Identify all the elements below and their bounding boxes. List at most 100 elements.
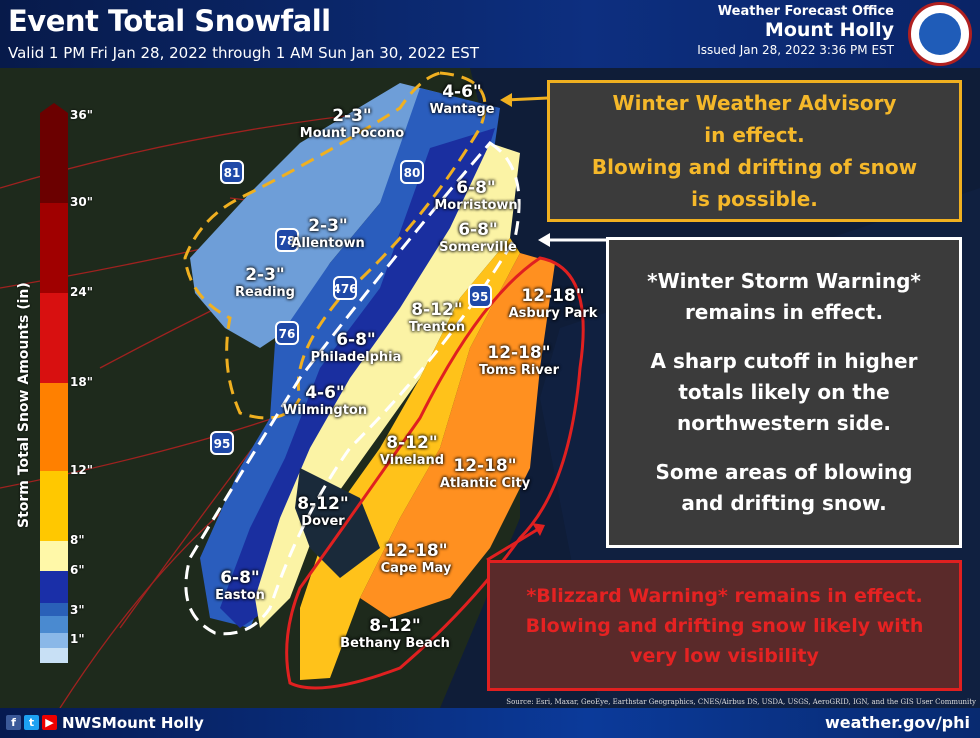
amount: 4-6" [442,82,482,102]
social-icons: f t ▶ [6,715,57,730]
snow-amount-label: 6-8" Philadelphia [311,330,402,365]
zone-8-12 [300,238,520,680]
city-name: Allentown [291,236,365,251]
map-source: Source: Esri, Maxar, GeoEye, Earthstar G… [506,698,976,706]
legend-band [40,203,68,293]
callout-line: very low visibility [630,644,819,667]
amount: 6-8" [456,178,496,198]
legend-tick: 12" [70,463,93,477]
callout-line: *Winter Storm Warning* [647,269,921,293]
amount: 8-12" [411,300,463,320]
city-name: Dover [301,514,345,529]
snow-amount-label: 2-3" Mount Pocono [300,106,404,141]
interstate-shield [220,160,244,184]
social-handle[interactable]: NWSMount Holly [62,714,204,732]
zone-2-3 [190,83,440,348]
legend-band [40,113,68,203]
blizzard-warning-callout: *Blizzard Warning* remains in effect. Bl… [487,560,962,691]
interstate-number: 95 [214,437,231,451]
legend-band [40,571,68,603]
legend-tick: 30" [70,195,93,209]
interstate-shield [210,431,234,455]
zone-12-18 [360,253,555,618]
legend-tick: 8" [70,533,85,547]
amount: 6-8" [220,568,260,588]
interstate-shield [275,321,299,345]
interstate-number: 76 [279,327,296,341]
advisory-callout: Winter Weather Advisory in effect. Blowi… [547,80,962,222]
highway-shields: 81 78 80 476 76 95 95 [210,160,492,455]
callout-line: Some areas of blowing [655,460,913,484]
page-title: Event Total Snowfall [8,4,331,38]
city-name: Philadelphia [310,350,402,365]
city-name: Morristown [434,198,518,213]
interstate-number: 78 [279,234,296,248]
amount: 2-3" [308,216,348,236]
facebook-icon[interactable]: f [6,715,21,730]
city-name: Reading [235,285,295,300]
legend-tick: 36" [70,108,93,122]
interstate-shield [275,228,299,252]
snow-amount-label: 6-8" Somerville [439,220,517,255]
callout-line: totals likely on the [678,380,890,404]
legend-arrow [40,103,68,113]
callout-line: *Blizzard Warning* remains in effect. [526,584,923,607]
amount: 12-18" [384,541,448,561]
city-name: Atlantic City [439,476,531,491]
legend-band [40,603,68,616]
snow-amount-label: 2-3" Allentown [291,216,364,251]
snow-amount-label: 4-6" Wantage [429,82,494,117]
legend-band [40,383,68,471]
snow-amount-label: 8-12" Bethany Beach [340,616,450,651]
city-name: Cape May [380,561,452,576]
amount: 4-6" [305,383,345,403]
amount: 2-3" [332,106,372,126]
amount: 6-8" [458,220,498,240]
snow-amount-label: 4-6" Wilmington [283,383,367,418]
storm-warning-callout: *Winter Storm Warning* remains in effect… [606,237,962,548]
amount: 6-8" [336,330,376,350]
amount: 8-12" [297,494,349,514]
twitter-icon[interactable]: t [24,715,39,730]
legend-tick: 24" [70,285,93,299]
callout-line: northwestern side. [676,411,891,435]
blizzard-outline [285,256,585,690]
callout-line: Winter Weather Advisory [612,91,897,115]
callout-line: in effect. [704,123,805,147]
snow-amount-label: 8-12" Vineland [380,433,444,468]
callout-line: and drifting snow. [681,491,887,515]
snow-amount-label: 2-3" Reading [235,265,295,300]
legend-band [40,633,68,648]
legend-colorbar [40,103,68,663]
city-name: Wantage [429,102,495,117]
snow-amount-label: 6-8" Morristown [434,178,517,213]
city-name: Toms River [478,363,560,378]
city-name: Somerville [439,240,517,255]
website-link[interactable]: weather.gov/phi [824,713,970,732]
snow-amount-label: 12-18" Asbury Park [509,286,598,321]
amount: 8-12" [386,433,438,453]
interstate-number: 80 [404,166,421,180]
advisory-arrow [504,96,549,102]
callout-line: is possible. [691,187,818,211]
amount: 12-18" [521,286,585,306]
snow-amount-label: 8-12" Trenton [409,300,465,335]
callout-line: Blowing and drifting snow likely with [525,614,924,637]
header: Event Total Snowfall Valid 1 PM Fri Jan … [0,0,980,68]
interstate-shield [468,284,492,308]
interstate-shield [333,276,357,300]
legend-band [40,471,68,541]
delaware-bay [295,468,380,578]
issued-time: Issued Jan 28, 2022 3:36 PM EST [697,43,894,57]
legend-band [40,648,68,663]
city-name: Asbury Park [508,306,598,321]
blizzard-arrow [486,526,541,562]
snow-amount-label: 12-18" Atlantic City [440,456,530,491]
office-info: Weather Forecast Office Mount Holly Issu… [697,4,894,57]
office-line1: Weather Forecast Office [717,4,894,19]
callout-line: Blowing and drifting of snow [591,155,918,179]
legend-band [40,293,68,383]
youtube-icon[interactable]: ▶ [42,715,57,730]
snow-amount-label: 12-18" Cape May [381,541,452,576]
callout-line: remains in effect. [684,300,884,324]
